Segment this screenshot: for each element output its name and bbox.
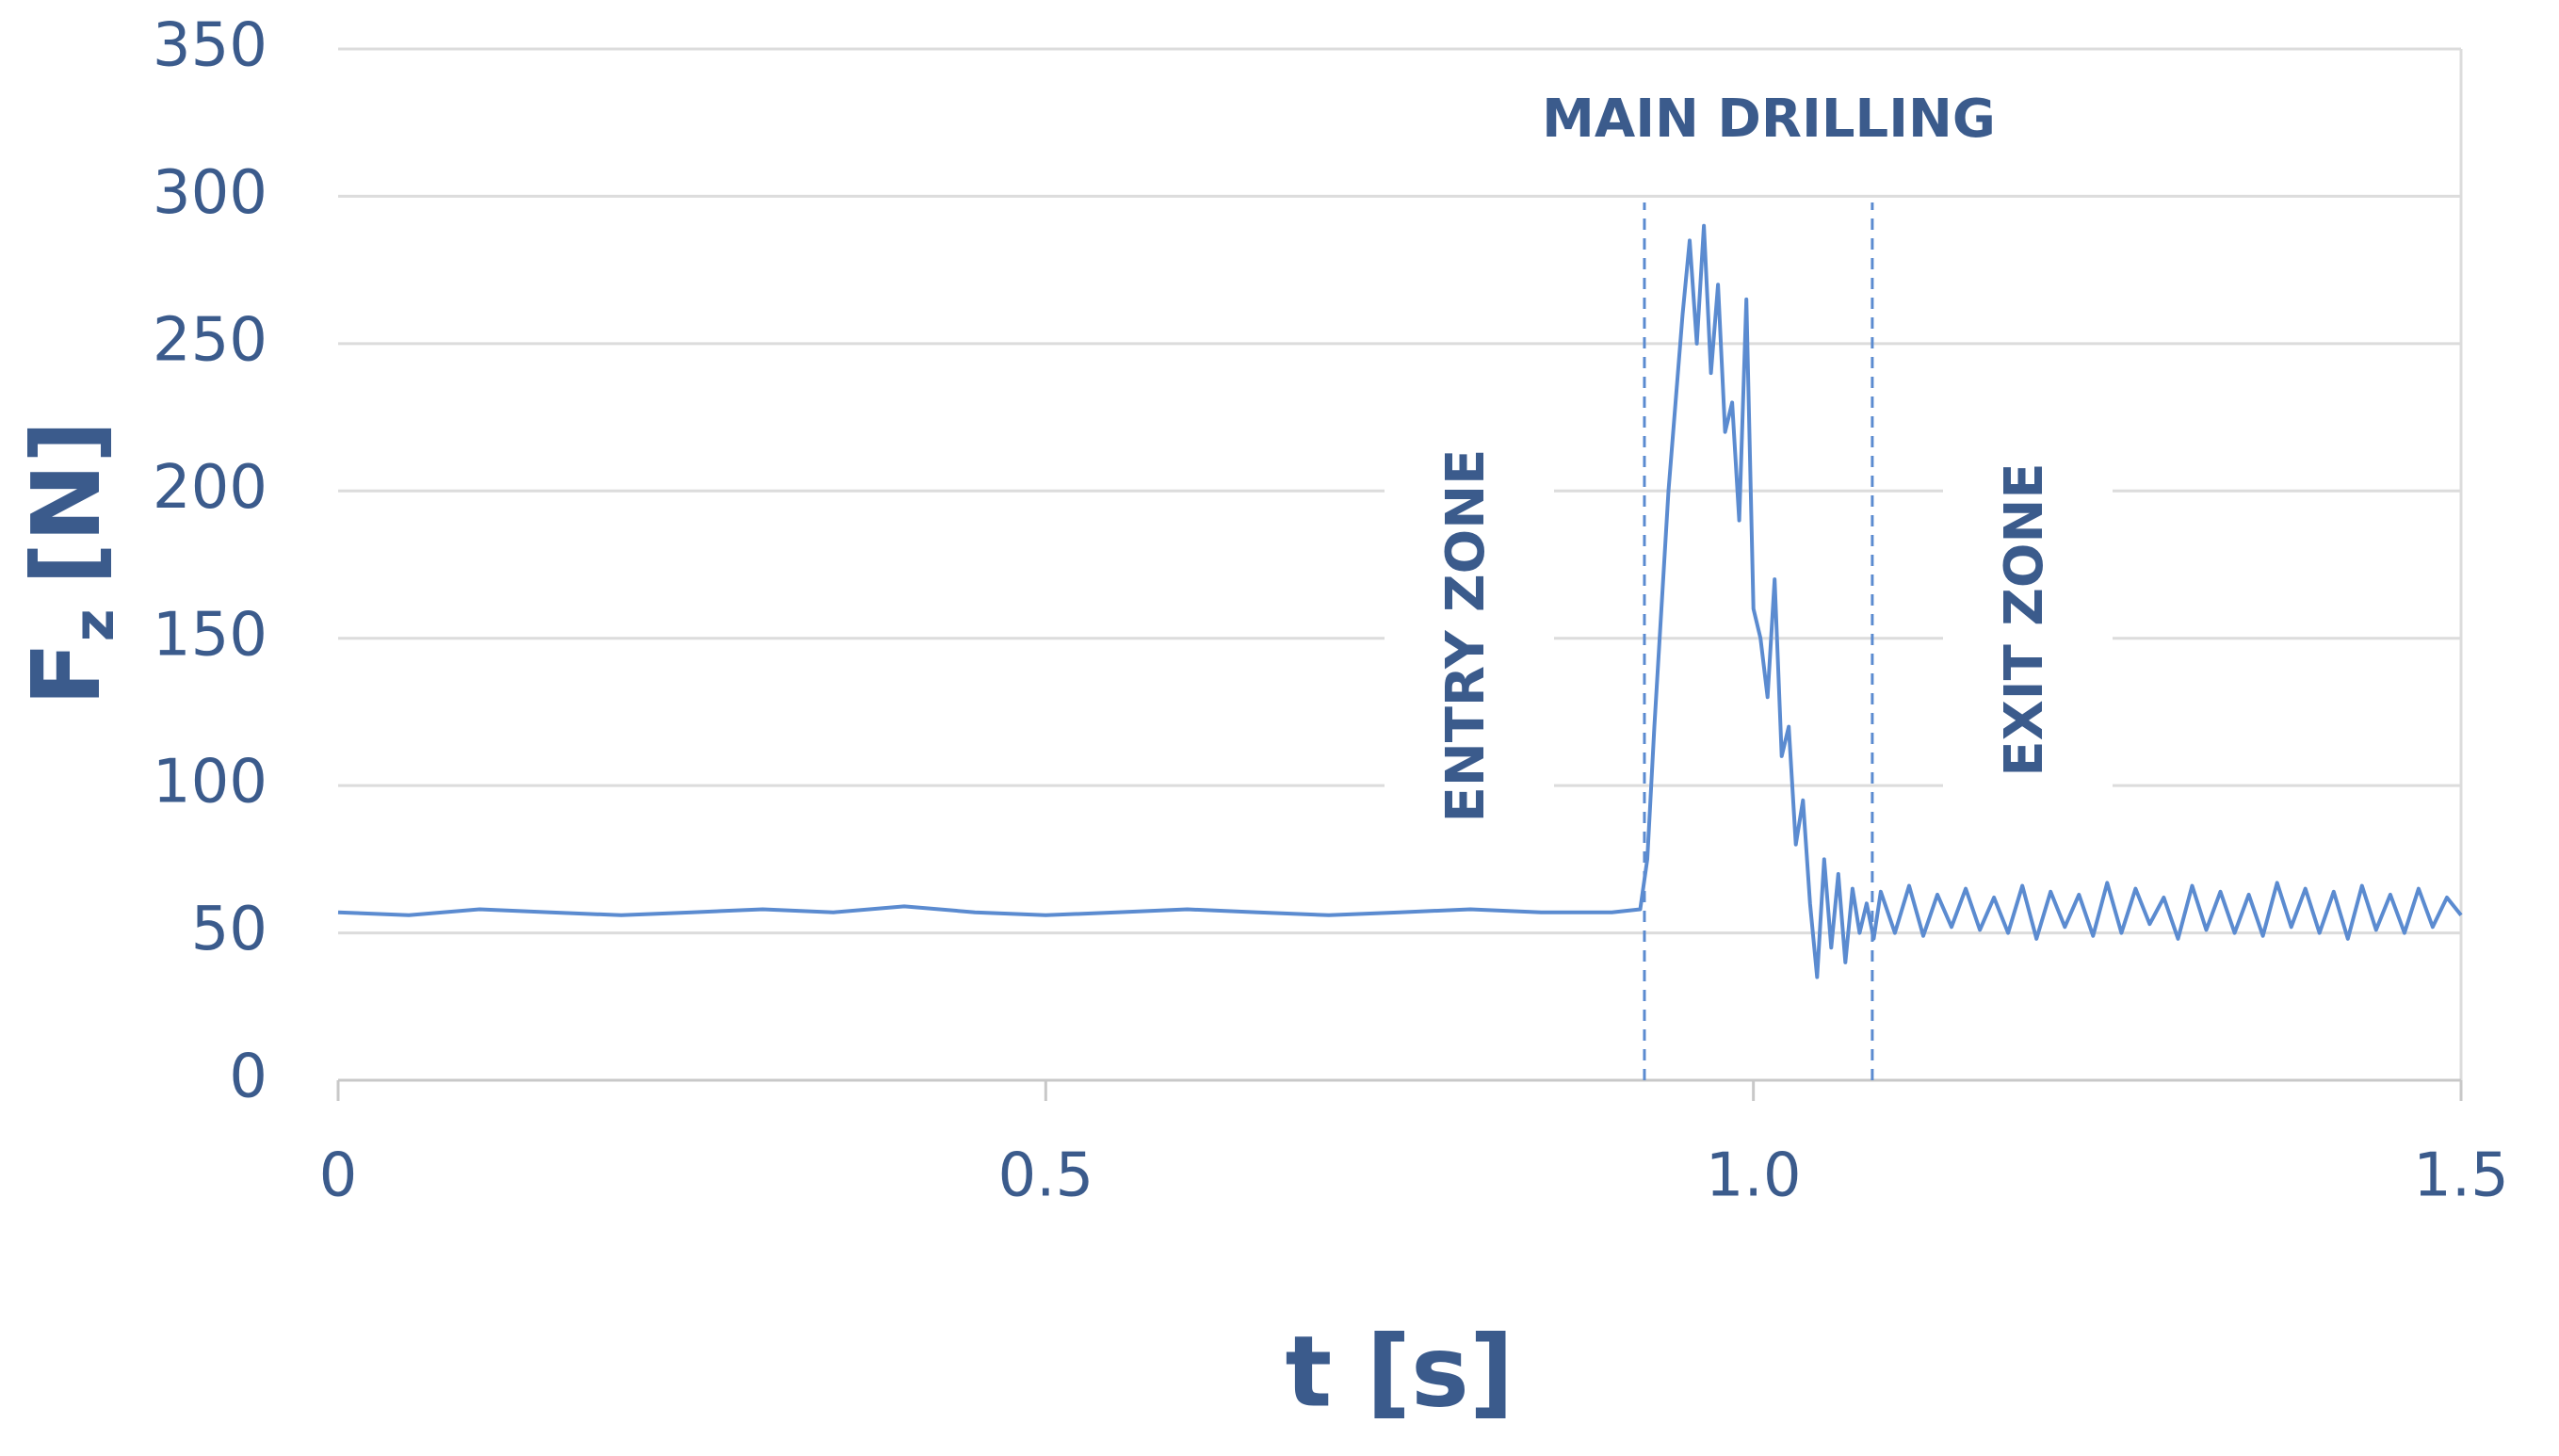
annotation: MAIN DRILLING (1542, 89, 1996, 150)
y-tick-label: 250 (153, 305, 267, 375)
annotation-background (1943, 413, 2113, 827)
y-tick-label: 0 (229, 1043, 267, 1112)
y-tick-label: 150 (153, 600, 267, 670)
x-tick-label: 1.5 (2413, 1141, 2509, 1211)
y-axis-title-sub: z (61, 608, 127, 641)
y-tick-label: 50 (191, 895, 267, 964)
y-tick-label: 300 (153, 158, 267, 228)
data-line (337, 223, 2463, 979)
y-axis-title-main: F (11, 641, 121, 705)
y-tick-label: 100 (153, 748, 267, 817)
y-tick-label: 350 (153, 11, 267, 81)
annotation-background (1385, 429, 1554, 843)
x-axis-title: t [s] (1286, 1314, 1514, 1429)
annotation: EXIT ZONE (1994, 462, 2055, 776)
x-tick-label: 0 (319, 1141, 358, 1211)
x-tick-label: 1.0 (1706, 1141, 1802, 1211)
x-tick-label: 0.5 (997, 1141, 1093, 1211)
y-axis-title-unit: [N] (11, 420, 121, 585)
y-axis-title: Fz [N] (11, 420, 126, 705)
y-tick-label: 200 (153, 453, 267, 523)
annotation: ENTRY ZONE (1435, 449, 1497, 823)
